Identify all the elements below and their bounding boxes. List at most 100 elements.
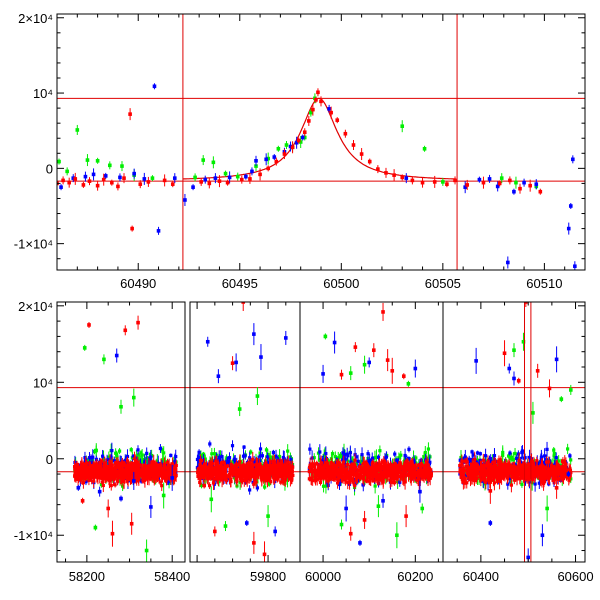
season-point	[395, 458, 399, 462]
season-point	[283, 468, 287, 473]
season-point	[132, 457, 137, 461]
season-point	[267, 460, 271, 464]
season-point	[400, 465, 404, 469]
season-point	[265, 478, 270, 483]
season-point	[407, 447, 411, 451]
season-point	[238, 476, 243, 480]
season-point	[406, 462, 410, 466]
season-point	[117, 476, 121, 480]
season-point	[220, 478, 224, 482]
season-point	[173, 459, 177, 464]
season-point	[269, 468, 273, 472]
season-point	[220, 454, 224, 459]
season-point	[310, 462, 314, 466]
season-point	[254, 476, 258, 480]
season-point	[80, 462, 84, 466]
season-point	[208, 484, 212, 488]
season-point	[373, 484, 377, 488]
season-point	[338, 480, 343, 484]
data-point	[441, 180, 445, 184]
season-point	[132, 471, 136, 475]
season-point	[407, 457, 411, 461]
season-point	[86, 471, 90, 475]
season-point	[217, 455, 221, 460]
data-point	[495, 184, 500, 189]
season-point	[98, 470, 102, 474]
season-point	[326, 459, 331, 463]
season-point	[122, 469, 127, 473]
season-point	[243, 470, 247, 474]
model-curve	[182, 97, 456, 180]
season-point	[113, 466, 117, 470]
season-point	[345, 471, 350, 475]
season-point	[116, 461, 120, 466]
season-point	[152, 476, 156, 480]
season-point	[334, 464, 339, 468]
season-point	[226, 459, 230, 463]
season-point	[122, 474, 126, 478]
season-point	[315, 461, 319, 466]
season-point	[373, 456, 377, 460]
data-point	[300, 135, 305, 140]
season-point	[229, 479, 233, 483]
season-point	[169, 453, 173, 458]
season-point	[156, 466, 160, 470]
season-point	[148, 456, 152, 460]
season-point	[142, 457, 146, 462]
season-point	[272, 460, 277, 464]
data-point	[512, 189, 516, 194]
data-point	[120, 164, 124, 168]
season-point	[154, 462, 158, 467]
data-point	[392, 173, 396, 177]
season-point	[91, 455, 95, 459]
season-point	[238, 460, 242, 464]
data-point	[302, 130, 307, 135]
data-point	[235, 174, 240, 179]
season-point	[195, 457, 200, 462]
season-point	[101, 475, 105, 480]
data-point	[203, 177, 208, 182]
season-point	[348, 451, 352, 455]
bottom-plot-area	[57, 302, 585, 562]
season-point	[114, 463, 118, 467]
season-point	[104, 468, 109, 472]
season-point	[86, 474, 90, 479]
season-point	[263, 472, 267, 476]
data-point	[571, 157, 575, 162]
data-point	[264, 157, 268, 162]
data-point	[108, 163, 112, 168]
season-point	[368, 458, 372, 462]
season-point	[349, 460, 353, 464]
data-point	[207, 181, 212, 186]
season-point	[258, 454, 262, 458]
top-panel-zoomed-event: 2×10⁴ 10⁴ 0 -1×10⁴ 60490 60495 60500 60505 60510	[14, 11, 586, 291]
season-point	[286, 474, 291, 478]
y-tick-label: 2×10⁴	[18, 11, 53, 26]
season-point	[126, 470, 130, 474]
season-point	[147, 464, 151, 468]
season-point	[129, 466, 133, 470]
season-point	[112, 459, 116, 463]
season-point	[212, 452, 217, 456]
season-point	[224, 474, 228, 479]
season-point	[268, 477, 272, 481]
season-point	[201, 466, 205, 470]
season-point	[138, 465, 142, 470]
data-point	[223, 171, 228, 176]
season-point	[250, 467, 254, 471]
season-point	[227, 475, 232, 479]
season-point	[78, 474, 83, 478]
data-point	[404, 176, 409, 180]
season-point	[322, 473, 326, 477]
data-point	[327, 107, 331, 111]
season-point	[321, 484, 326, 488]
season-point	[353, 458, 357, 462]
season-point	[84, 471, 88, 475]
data-point	[146, 180, 151, 184]
data-point	[422, 146, 427, 151]
data-point	[311, 107, 315, 112]
season-point	[345, 452, 349, 456]
season-point	[161, 458, 165, 462]
data-point	[248, 177, 252, 181]
season-point	[223, 469, 228, 474]
